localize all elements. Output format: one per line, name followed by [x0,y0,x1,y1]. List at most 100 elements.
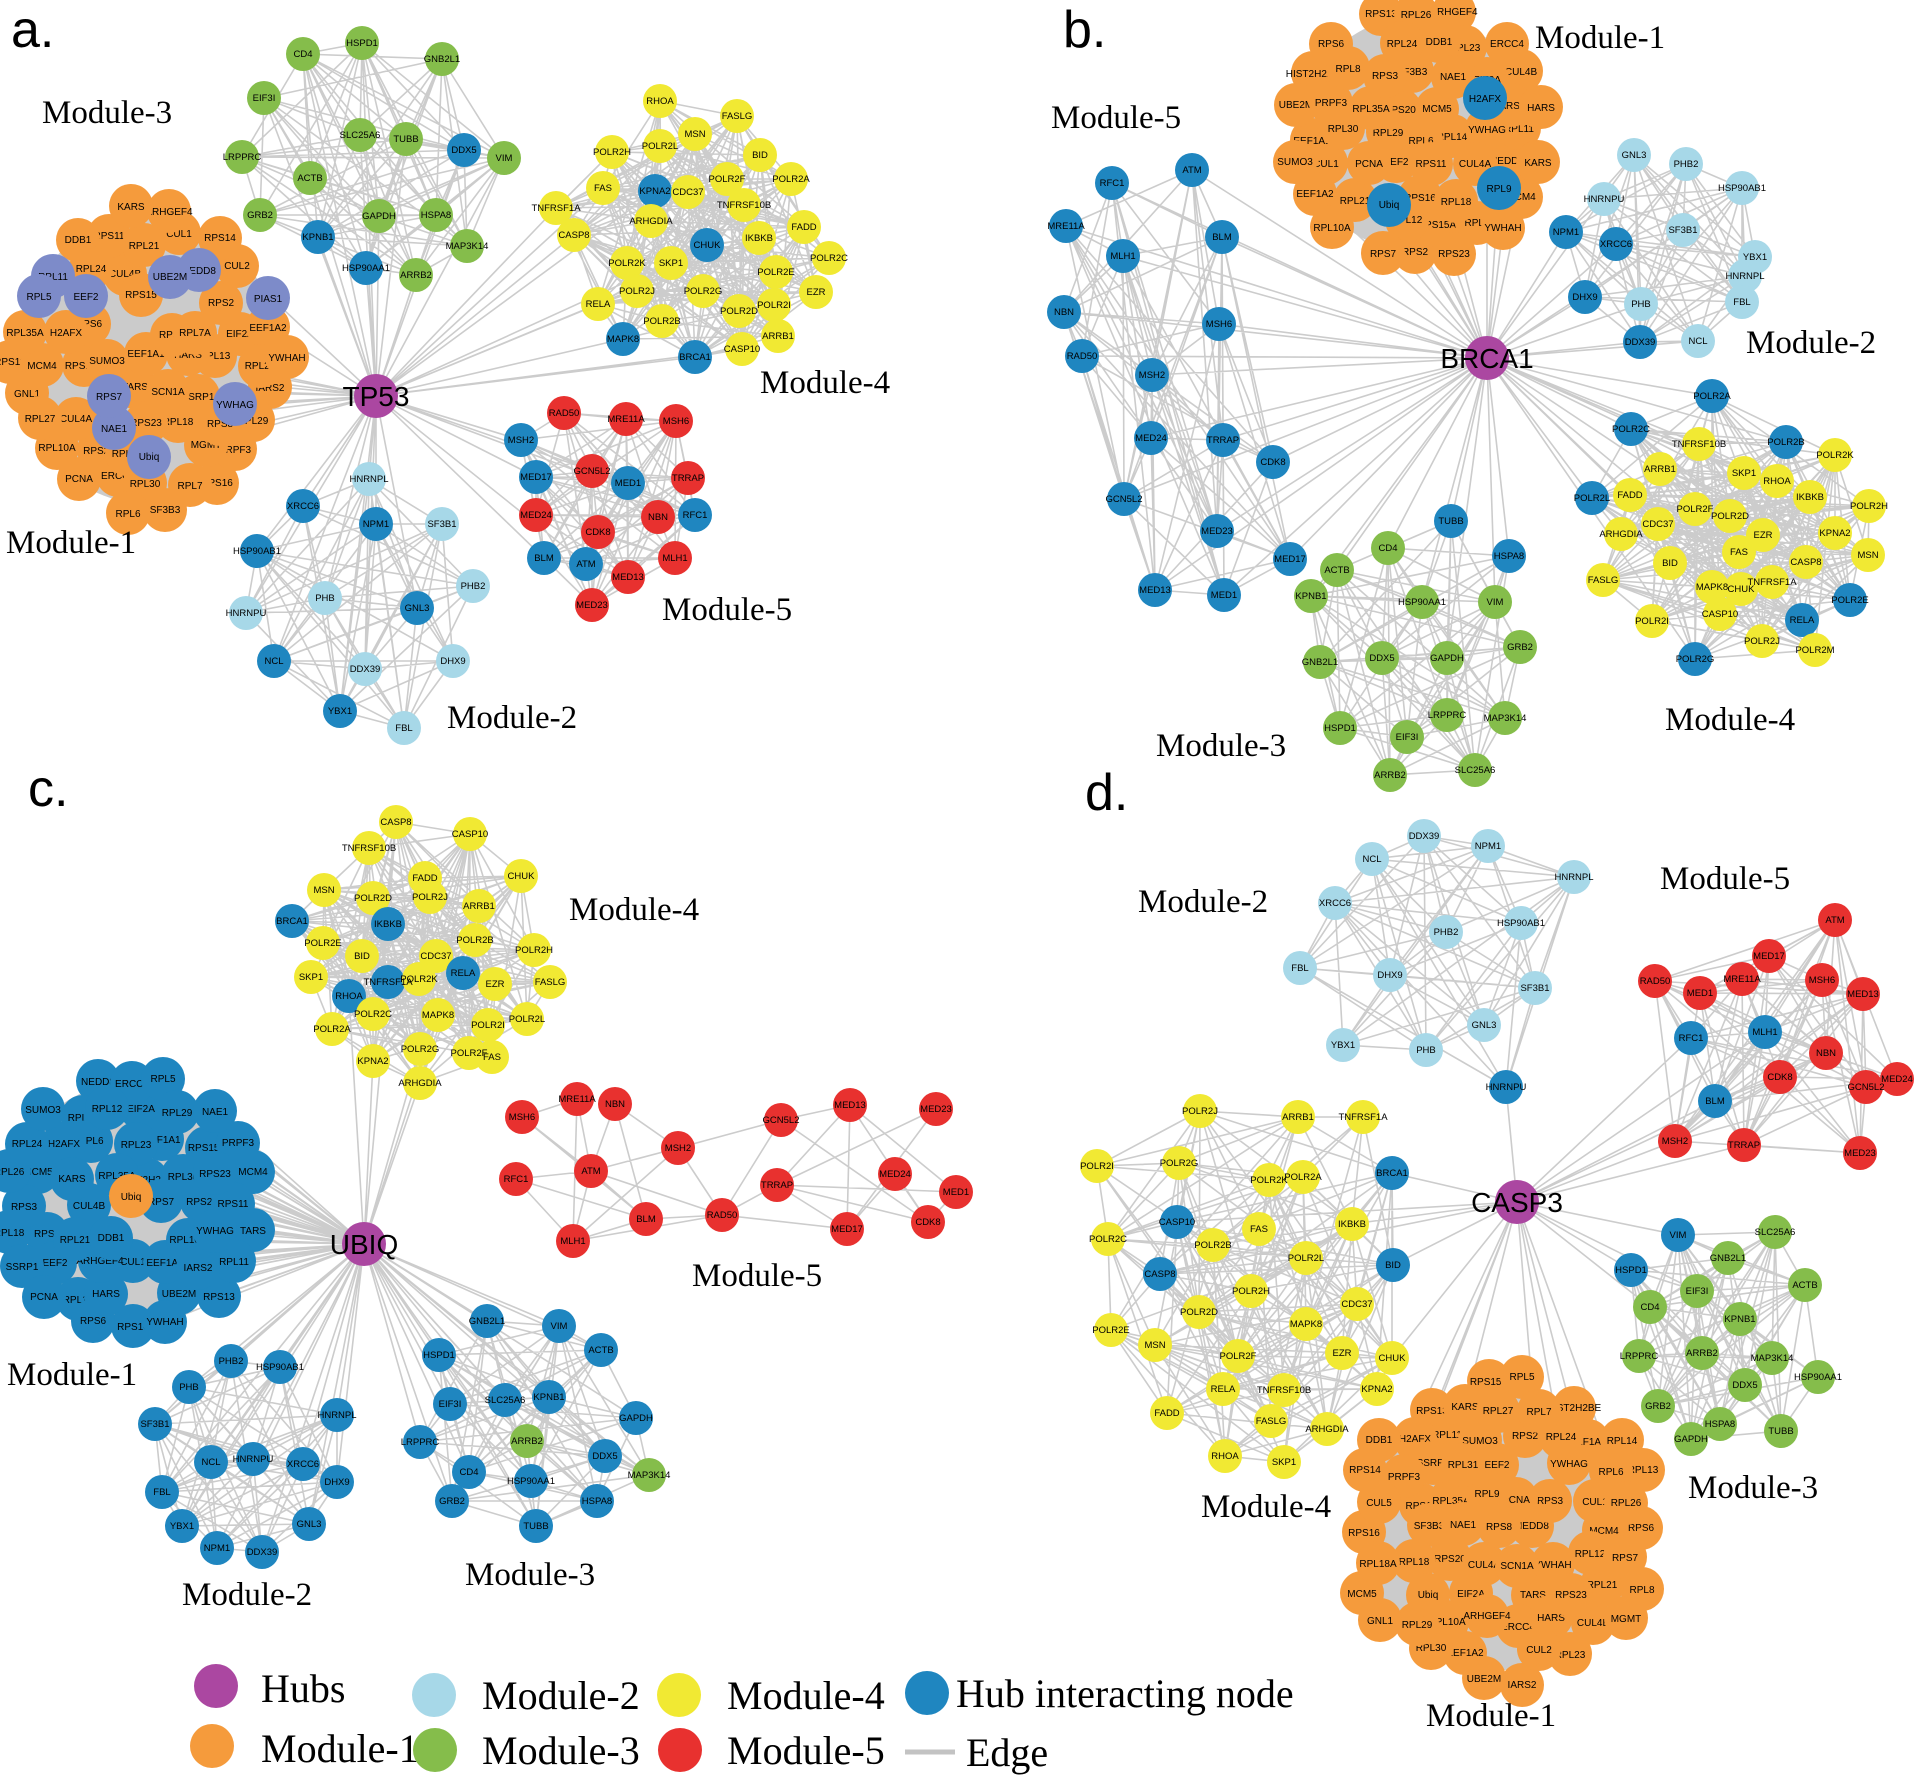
svg-text:RPL24: RPL24 [1546,1432,1577,1443]
svg-text:CUL4A: CUL4A [1459,159,1492,170]
svg-text:NEDD8: NEDD8 [81,1077,115,1088]
svg-text:POLR2K: POLR2K [608,258,646,269]
svg-text:SSRP1: SSRP1 [6,1262,39,1273]
svg-text:ARHGEF4: ARHGEF4 [1430,7,1478,18]
svg-text:POLR2J: POLR2J [1182,1106,1218,1117]
svg-text:RPL18: RPL18 [163,417,194,428]
svg-text:RAD50: RAD50 [1067,351,1098,362]
svg-text:RPL35A: RPL35A [6,328,44,339]
svg-text:ARRB1: ARRB1 [762,331,794,342]
svg-text:CASP10: CASP10 [1702,609,1738,620]
svg-text:YWHAG: YWHAG [216,400,254,411]
svg-text:MED1: MED1 [1211,590,1237,601]
svg-text:LRPPRC: LRPPRC [1428,710,1467,721]
svg-text:SF3B3: SF3B3 [150,505,181,516]
svg-text:DDX5: DDX5 [1732,1380,1757,1391]
svg-text:MSH2: MSH2 [508,435,534,446]
svg-text:TARS: TARS [122,382,148,393]
svg-text:RFC1: RFC1 [504,1174,529,1185]
svg-text:POLR2B: POLR2B [643,316,681,327]
svg-text:UBIQ: UBIQ [330,1229,398,1260]
svg-text:SUMO3: SUMO3 [1277,157,1313,168]
svg-text:RPS7: RPS7 [148,1197,175,1208]
svg-text:HNRNPU: HNRNPU [1584,194,1625,205]
svg-text:Module-3: Module-3 [482,1728,640,1773]
svg-text:MED24: MED24 [1881,1074,1913,1085]
svg-text:NAE1: NAE1 [202,1107,229,1118]
svg-text:ATM: ATM [1182,165,1201,176]
svg-text:DHX9: DHX9 [1377,970,1402,981]
svg-text:MSN: MSN [1144,1340,1165,1351]
svg-text:MSH6: MSH6 [509,1112,535,1123]
svg-text:EIF2A: EIF2A [127,1104,155,1115]
svg-text:TARS: TARS [240,1226,266,1237]
svg-text:RPS15A: RPS15A [65,361,104,372]
svg-text:PHB2: PHB2 [1674,159,1699,170]
svg-text:MED24: MED24 [879,1169,911,1180]
svg-text:RPS2: RPS2 [1402,247,1429,258]
svg-text:Module-2: Module-2 [182,1577,312,1613]
svg-text:TRRAP: TRRAP [1207,435,1239,446]
svg-text:CUL5: CUL5 [1366,1498,1392,1509]
svg-text:PCNA: PCNA [1355,159,1383,170]
svg-text:YBX1: YBX1 [1743,252,1767,263]
svg-text:HSP90AB1: HSP90AB1 [1718,183,1766,194]
svg-text:POLR2I: POLR2I [757,300,791,311]
svg-text:ERCC4: ERCC4 [1501,1622,1535,1633]
svg-text:VIM: VIM [496,153,513,164]
svg-text:FADD: FADD [791,222,816,233]
svg-text:RPL35A: RPL35A [1352,104,1390,115]
svg-text:TRRAP: TRRAP [672,473,704,484]
svg-text:YBX1: YBX1 [170,1521,194,1532]
svg-text:RPL21: RPL21 [129,241,160,252]
svg-text:YWHAH: YWHAH [268,353,305,364]
svg-text:EEF2: EEF2 [73,292,98,303]
svg-text:EEF1A2: EEF1A2 [249,323,287,334]
svg-text:Module-5: Module-5 [662,592,792,628]
svg-text:RPL8: RPL8 [1335,64,1360,75]
svg-text:RPL29: RPL29 [238,416,269,427]
svg-text:EIF2A: EIF2A [226,329,254,340]
svg-text:RPL35A: RPL35A [98,1171,136,1182]
svg-text:ARHGDIA: ARHGDIA [1305,1424,1349,1435]
svg-text:BLM: BLM [1212,232,1232,243]
svg-text:EIF3I: EIF3I [439,1399,462,1410]
svg-text:PHB: PHB [179,1382,199,1393]
svg-text:FADD: FADD [1154,1408,1179,1419]
svg-text:YWHAH: YWHAH [1534,1560,1571,1571]
svg-text:DHX9: DHX9 [1572,292,1597,303]
svg-text:XRCC6: XRCC6 [1600,239,1632,250]
svg-text:EEF1A1: EEF1A1 [1569,1437,1607,1448]
svg-text:NBN: NBN [605,1099,625,1110]
svg-text:CDC37: CDC37 [1341,1299,1372,1310]
svg-text:KARS: KARS [1451,1402,1479,1413]
svg-text:SUMO3: SUMO3 [1462,1436,1498,1447]
svg-text:GCN5L2: GCN5L2 [1106,494,1143,505]
svg-text:RHOA: RHOA [335,991,363,1002]
svg-text:KARS: KARS [117,202,145,213]
svg-text:EZR: EZR [486,979,505,990]
svg-text:RPL11: RPL11 [38,272,68,283]
svg-text:ERCC4: ERCC4 [1490,39,1524,50]
svg-text:KARS: KARS [1524,158,1552,169]
svg-text:TNFRSF10B: TNFRSF10B [717,200,771,211]
svg-text:RPL18: RPL18 [0,1228,25,1239]
svg-text:ACTB: ACTB [297,173,322,184]
svg-text:RPL5: RPL5 [1464,218,1489,229]
svg-text:FBL: FBL [1291,963,1308,974]
svg-text:SKP1: SKP1 [299,972,323,983]
svg-text:MED13: MED13 [612,572,644,583]
svg-text:POLR2C: POLR2C [810,253,848,264]
svg-text:POLR2J: POLR2J [412,892,448,903]
svg-text:RPL26: RPL26 [1401,10,1432,21]
svg-text:CASP10: CASP10 [452,829,488,840]
svg-text:SF3B3: SF3B3 [1397,67,1428,78]
svg-text:RPL5: RPL5 [150,1074,175,1085]
svg-text:MLH1: MLH1 [1752,1027,1777,1038]
svg-text:SLC25A6: SLC25A6 [1455,765,1496,776]
svg-text:RFC1: RFC1 [1100,178,1125,189]
svg-text:FADD: FADD [412,873,437,884]
svg-text:SSRP1: SSRP1 [1417,1458,1450,1469]
svg-text:MCM5: MCM5 [1422,104,1452,115]
svg-text:RPL14: RPL14 [1607,1436,1638,1447]
